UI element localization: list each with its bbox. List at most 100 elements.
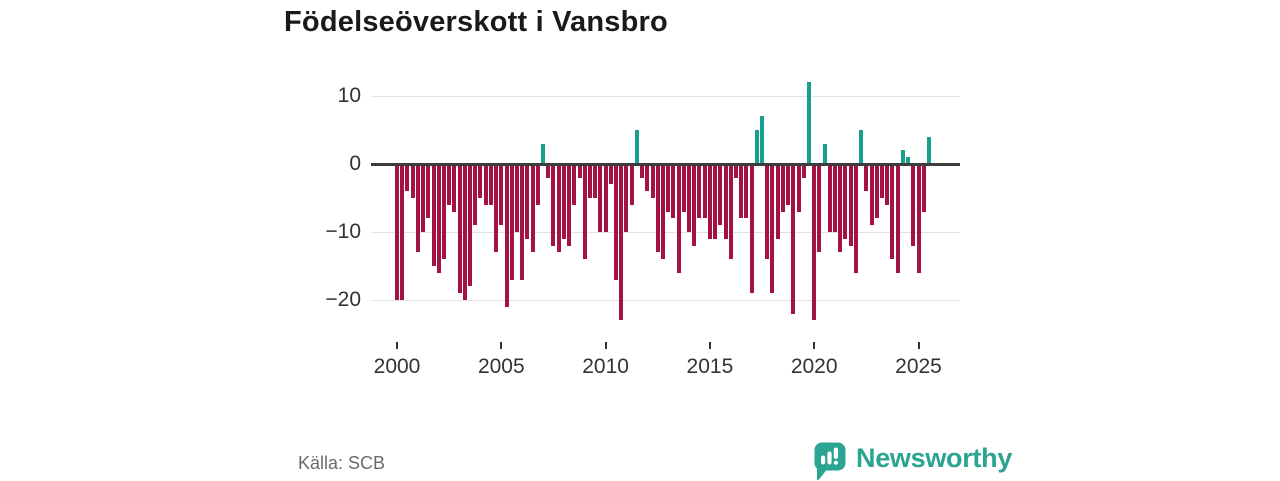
y-tick-label: 10: [337, 84, 361, 107]
negative-bar: [827, 164, 832, 232]
negative-bar: [405, 164, 410, 192]
zero-axis-line: [371, 163, 960, 166]
negative-bar: [520, 164, 525, 280]
negative-bar: [791, 164, 796, 314]
negative-bar: [775, 164, 780, 239]
y-tick-label: −10: [325, 220, 361, 243]
negative-bar: [509, 164, 514, 280]
positive-bar: [859, 130, 864, 164]
negative-bar: [582, 164, 587, 260]
x-tick-label: 2010: [582, 355, 629, 378]
negative-bar: [812, 164, 817, 321]
negative-bar: [848, 164, 853, 246]
y-gridline: [371, 231, 960, 233]
negative-bar: [400, 164, 405, 300]
negative-bar: [885, 164, 890, 205]
positive-bar: [926, 136, 931, 164]
positive-bar: [806, 82, 811, 164]
negative-bar: [718, 164, 723, 226]
x-tick-label: 2005: [477, 355, 525, 378]
negative-bar: [916, 164, 921, 273]
negative-bar: [843, 164, 848, 239]
y-gridline: [371, 299, 960, 301]
negative-bar: [723, 164, 728, 239]
negative-bar: [796, 164, 801, 212]
negative-bar: [645, 164, 650, 192]
negative-bar: [504, 164, 509, 307]
negative-bar: [535, 164, 540, 205]
positive-bar: [634, 130, 639, 164]
negative-bar: [874, 164, 879, 219]
negative-bar: [561, 164, 566, 239]
negative-bar: [546, 164, 551, 178]
negative-bar: [421, 164, 426, 232]
negative-bar: [687, 164, 692, 232]
negative-bar: [483, 164, 488, 205]
negative-bar: [879, 164, 884, 198]
negative-bar: [587, 164, 592, 198]
negative-bar: [593, 164, 598, 198]
negative-bar: [608, 164, 613, 185]
negative-bar: [640, 164, 645, 178]
negative-bar: [614, 164, 619, 280]
negative-bar: [739, 164, 744, 219]
x-tick: [396, 342, 398, 349]
negative-bar: [410, 164, 415, 198]
negative-bar: [572, 164, 577, 205]
negative-bar: [447, 164, 452, 205]
negative-bar: [911, 164, 916, 246]
y-tick-label: 0: [349, 152, 361, 175]
negative-bar: [441, 164, 446, 260]
negative-bar: [692, 164, 697, 246]
negative-bar: [681, 164, 686, 212]
negative-bar: [619, 164, 624, 321]
negative-bar: [488, 164, 493, 205]
negative-bar: [431, 164, 436, 266]
negative-bar: [749, 164, 754, 294]
x-tick: [604, 342, 607, 349]
negative-bar: [697, 164, 702, 219]
negative-bar: [660, 164, 665, 260]
negative-bar: [838, 164, 843, 253]
negative-bar: [853, 164, 858, 273]
negative-bar: [577, 164, 582, 178]
negative-bar: [671, 164, 676, 219]
negative-bar: [426, 164, 431, 219]
negative-bar: [452, 164, 457, 212]
negative-bar: [895, 164, 900, 273]
negative-bar: [780, 164, 785, 212]
negative-bar: [713, 164, 718, 239]
y-tick-label: −20: [325, 288, 361, 311]
negative-bar: [499, 164, 504, 226]
newsworthy-bar-chart-speech-bubble-icon: [814, 442, 846, 481]
negative-bar: [650, 164, 655, 198]
x-tick-label: 2000: [373, 355, 421, 378]
x-tick: [813, 342, 816, 349]
negative-bar: [744, 164, 749, 219]
negative-bar: [556, 164, 561, 253]
negative-bar: [395, 164, 399, 300]
negative-bar: [890, 164, 895, 260]
negative-bar: [702, 164, 707, 219]
negative-bar: [468, 164, 472, 287]
negative-bar: [728, 164, 733, 260]
positive-bar: [754, 130, 759, 164]
negative-bar: [567, 164, 572, 246]
negative-bar: [786, 164, 791, 205]
negative-bar: [676, 164, 681, 273]
negative-bar: [478, 164, 483, 198]
negative-bar: [707, 164, 712, 239]
negative-bar: [655, 164, 660, 253]
positive-bar: [900, 150, 905, 164]
negative-bar: [765, 164, 770, 260]
newsworthy-logo: Newsworthy: [813, 441, 1012, 481]
y-gridline: [371, 95, 960, 97]
negative-bar: [494, 164, 499, 253]
newsworthy-logo-text: Newsworthy: [856, 443, 1013, 473]
negative-bar: [457, 164, 462, 294]
negative-bar: [666, 164, 671, 212]
negative-bar: [462, 164, 467, 300]
positive-bar: [760, 116, 765, 164]
negative-bar: [629, 164, 634, 205]
